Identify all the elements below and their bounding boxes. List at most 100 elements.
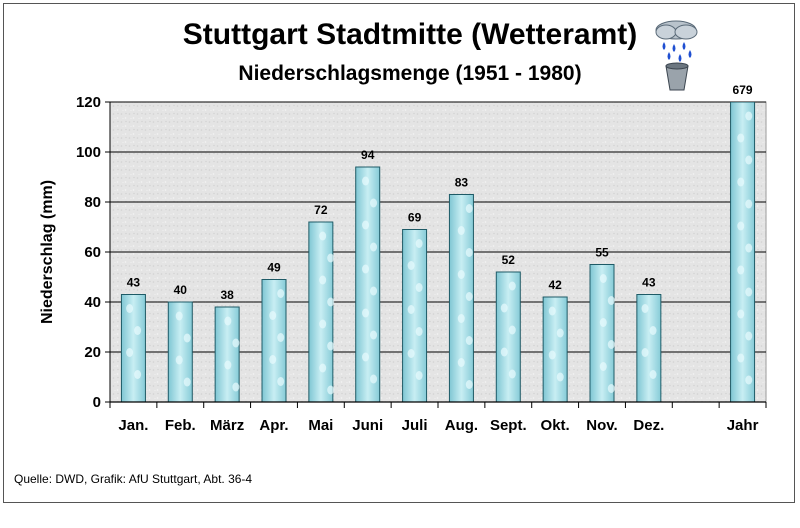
bar-droplet bbox=[370, 198, 378, 208]
bar-droplet bbox=[465, 336, 473, 345]
bar-droplet bbox=[465, 248, 473, 257]
bar bbox=[402, 229, 428, 402]
bar-droplet bbox=[649, 326, 657, 335]
bar-droplet bbox=[641, 304, 649, 313]
data-label: 40 bbox=[174, 283, 188, 297]
bar-droplet bbox=[745, 287, 753, 297]
axes bbox=[105, 101, 767, 408]
bar-droplet bbox=[269, 355, 277, 364]
bar-droplet bbox=[556, 372, 564, 382]
bar-droplet bbox=[362, 264, 370, 274]
bar-droplet bbox=[745, 331, 753, 341]
bar-droplet bbox=[175, 311, 183, 321]
bar-droplet bbox=[362, 308, 370, 318]
bar-droplet bbox=[277, 377, 285, 386]
bar-droplet bbox=[745, 111, 753, 121]
y-tick-label: 100 bbox=[76, 144, 101, 161]
bar-droplet bbox=[370, 330, 378, 340]
bar-droplet bbox=[556, 328, 564, 338]
bar-droplet bbox=[362, 176, 370, 186]
gridlines bbox=[110, 101, 766, 353]
data-label: 43 bbox=[127, 276, 141, 290]
bar bbox=[495, 271, 521, 402]
bar-droplet bbox=[415, 239, 423, 248]
x-tick-label: Okt. bbox=[541, 417, 570, 434]
bar-droplet bbox=[277, 289, 285, 298]
data-label: 42 bbox=[548, 278, 562, 292]
bar-droplet bbox=[508, 369, 516, 379]
bar-droplet bbox=[224, 360, 232, 370]
bar-droplet bbox=[737, 353, 745, 363]
bar-droplet bbox=[134, 370, 142, 379]
bar-droplet bbox=[183, 333, 191, 343]
bar-droplet bbox=[508, 281, 516, 291]
bar-droplet bbox=[126, 348, 134, 357]
data-label: 83 bbox=[455, 176, 469, 190]
bar-droplet bbox=[319, 319, 327, 329]
bar-droplet bbox=[500, 347, 508, 357]
data-label: 94 bbox=[361, 148, 375, 162]
bar-droplet bbox=[183, 377, 191, 387]
x-tick-label: Nov. bbox=[586, 417, 617, 434]
bar-droplet bbox=[457, 358, 465, 367]
bar-droplet bbox=[327, 341, 335, 351]
bar-droplet bbox=[319, 363, 327, 373]
data-label: 72 bbox=[314, 203, 328, 217]
bar-droplet bbox=[327, 297, 335, 307]
x-tick-label: Dez. bbox=[633, 417, 664, 434]
bar-droplet bbox=[327, 385, 335, 395]
bar bbox=[589, 264, 615, 402]
bar-droplet bbox=[457, 226, 465, 235]
bar-droplet bbox=[232, 338, 240, 348]
bar-droplet bbox=[737, 221, 745, 231]
y-axis-label: Niederschlag (mm) bbox=[39, 180, 56, 324]
bar-droplet bbox=[407, 349, 415, 358]
bar-droplet bbox=[370, 286, 378, 296]
x-tick-label: Feb. bbox=[165, 417, 196, 434]
bar-droplet bbox=[319, 231, 327, 241]
bar-droplet bbox=[370, 242, 378, 252]
bar-droplet bbox=[745, 243, 753, 253]
bar-droplet bbox=[599, 362, 607, 371]
bar-droplet bbox=[737, 133, 745, 143]
bar-droplet bbox=[508, 325, 516, 335]
bar-droplet bbox=[737, 265, 745, 275]
data-label: 43 bbox=[642, 276, 656, 290]
bar-droplet bbox=[134, 326, 142, 335]
x-tick-label: Aug. bbox=[445, 417, 478, 434]
x-tick-label: Apr. bbox=[259, 417, 288, 434]
bar-droplet bbox=[737, 177, 745, 187]
bar-droplet bbox=[465, 292, 473, 301]
rain-cloud-bucket-icon bbox=[655, 20, 698, 91]
bar-droplet bbox=[457, 314, 465, 323]
bar-droplet bbox=[607, 340, 615, 349]
bar-droplet bbox=[745, 375, 753, 385]
bar-droplet bbox=[548, 306, 556, 316]
x-tick-label: Mai bbox=[308, 417, 333, 434]
bar-droplet bbox=[641, 348, 649, 357]
x-tick-label: März bbox=[210, 417, 244, 434]
y-tick-label: 60 bbox=[84, 244, 101, 261]
y-tick-label: 80 bbox=[84, 194, 101, 211]
x-tick-label: Jan. bbox=[118, 417, 148, 434]
bar-droplet bbox=[457, 270, 465, 279]
bar-droplet bbox=[232, 382, 240, 392]
data-label: 52 bbox=[502, 253, 516, 267]
bar-droplet bbox=[500, 303, 508, 313]
x-tick-label: Juni bbox=[352, 417, 383, 434]
bar-droplet bbox=[269, 311, 277, 320]
bar-droplet bbox=[407, 305, 415, 314]
bar-droplet bbox=[649, 370, 657, 379]
data-label: 49 bbox=[267, 261, 281, 275]
bar-droplet bbox=[362, 220, 370, 230]
bar-droplet bbox=[737, 309, 745, 319]
x-tick-label: Sept. bbox=[490, 417, 527, 434]
bar-droplet bbox=[126, 304, 134, 313]
bar-droplet bbox=[175, 355, 183, 365]
bar-droplet bbox=[548, 350, 556, 360]
data-label: 55 bbox=[595, 246, 609, 260]
bar-droplet bbox=[465, 380, 473, 389]
bar-droplet bbox=[607, 384, 615, 393]
bar bbox=[542, 296, 568, 402]
source-note: Quelle: DWD, Grafik: AfU Stuttgart, Abt.… bbox=[14, 472, 253, 486]
